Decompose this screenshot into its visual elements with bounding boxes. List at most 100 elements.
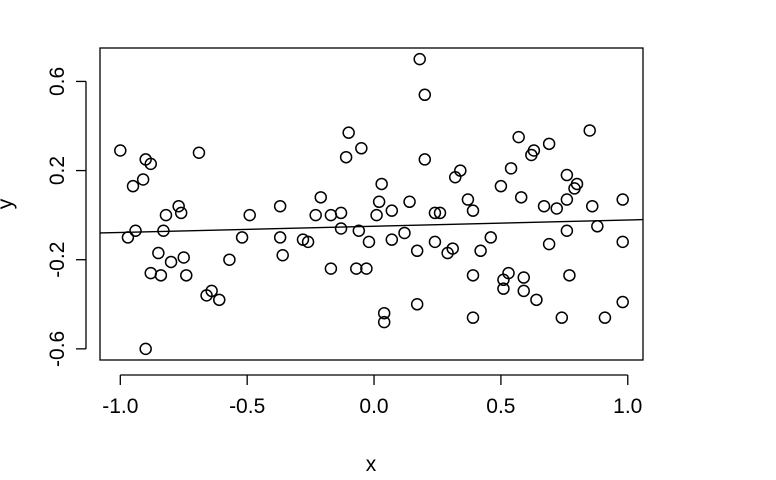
- data-point: [129, 224, 142, 237]
- data-point: [542, 237, 556, 251]
- y-tick-label: -0.2: [46, 242, 69, 278]
- data-point: [121, 231, 135, 244]
- data-point: [497, 282, 510, 295]
- plot-frame: [99, 47, 644, 361]
- data-point: [466, 204, 480, 217]
- data-point: [461, 193, 475, 206]
- regression-line: [99, 218, 644, 234]
- data-point: [339, 150, 353, 164]
- data-point: [372, 195, 386, 209]
- data-point: [144, 157, 157, 171]
- data-point: [398, 226, 411, 240]
- data-point: [334, 222, 348, 235]
- data-point: [273, 199, 287, 213]
- y-axis: -0.6 -0.2 0.2 0.6: [46, 67, 87, 367]
- data-point: [616, 295, 629, 309]
- data-point: [385, 204, 399, 217]
- data-point: [177, 251, 190, 264]
- x-tick-label: -0.5: [229, 395, 265, 418]
- data-point: [428, 206, 442, 220]
- data-point: [527, 144, 541, 157]
- data-point: [352, 224, 366, 237]
- x-tick-label: 0.5: [486, 395, 515, 418]
- data-point: [314, 191, 328, 204]
- data-point: [309, 208, 322, 222]
- regression-line-layer: [99, 218, 644, 234]
- data-point: [324, 262, 338, 275]
- data-point: [126, 179, 140, 193]
- data-point: [403, 195, 416, 209]
- data-point: [172, 199, 185, 213]
- data-point: [512, 130, 525, 144]
- data-point: [474, 244, 487, 258]
- data-point: [570, 177, 584, 191]
- data-point: [164, 255, 178, 269]
- data-point: [410, 244, 424, 258]
- data-point: [502, 266, 515, 280]
- data-point: [418, 88, 432, 102]
- data-point: [385, 233, 399, 246]
- data-point: [180, 269, 193, 282]
- data-point: [139, 342, 152, 356]
- data-point: [494, 179, 508, 193]
- data-point: [301, 235, 315, 249]
- data-point: [114, 144, 127, 157]
- data-point: [377, 315, 391, 329]
- data-point: [154, 269, 168, 282]
- data-point: [466, 311, 480, 324]
- data-point: [355, 142, 368, 155]
- y-tick-label: 0.6: [46, 67, 69, 96]
- data-point: [342, 126, 355, 139]
- data-point: [192, 146, 206, 159]
- data-point: [362, 235, 376, 249]
- data-point: [537, 199, 551, 213]
- data-point: [213, 293, 226, 307]
- data-point: [530, 293, 543, 307]
- data-point: [560, 193, 574, 206]
- data-point: [159, 208, 173, 222]
- data-point: [205, 284, 218, 298]
- data-point: [484, 231, 498, 244]
- data-point: [446, 242, 459, 255]
- data-point: [433, 206, 447, 220]
- data-point: [583, 124, 596, 137]
- data-point: [428, 235, 442, 249]
- data-point: [517, 284, 530, 298]
- data-point: [144, 266, 157, 280]
- data-point: [136, 173, 150, 186]
- data-point: [598, 311, 612, 324]
- data-point: [550, 202, 563, 215]
- x-axis-title: x: [366, 453, 377, 476]
- data-point: [360, 262, 373, 275]
- data-point: [560, 168, 574, 182]
- data-point: [555, 311, 569, 324]
- data-point: [616, 193, 629, 206]
- data-point: [454, 164, 467, 177]
- x-tick-label: -1.0: [102, 395, 138, 418]
- data-point: [276, 249, 289, 262]
- y-tick-label: 0.2: [46, 156, 69, 185]
- data-points: [114, 52, 629, 356]
- data-point: [514, 191, 528, 204]
- data-point: [616, 235, 629, 249]
- data-point: [324, 208, 338, 222]
- data-point: [370, 208, 383, 222]
- data-point: [586, 199, 599, 213]
- data-point: [591, 220, 604, 233]
- data-point: [410, 298, 424, 311]
- data-point: [377, 306, 391, 320]
- data-point: [152, 246, 165, 260]
- data-point: [375, 177, 388, 191]
- data-point: [243, 208, 256, 222]
- data-point: [563, 269, 576, 282]
- x-axis: -1.0 -0.5 0.0 0.5 1.0: [102, 374, 642, 418]
- data-point: [560, 224, 574, 237]
- data-point: [504, 162, 518, 175]
- data-point: [413, 52, 426, 66]
- x-tick-label: 0.0: [359, 395, 388, 418]
- data-point: [174, 206, 188, 220]
- data-point: [542, 137, 556, 151]
- y-axis-title: y: [0, 198, 17, 209]
- data-point: [466, 269, 480, 282]
